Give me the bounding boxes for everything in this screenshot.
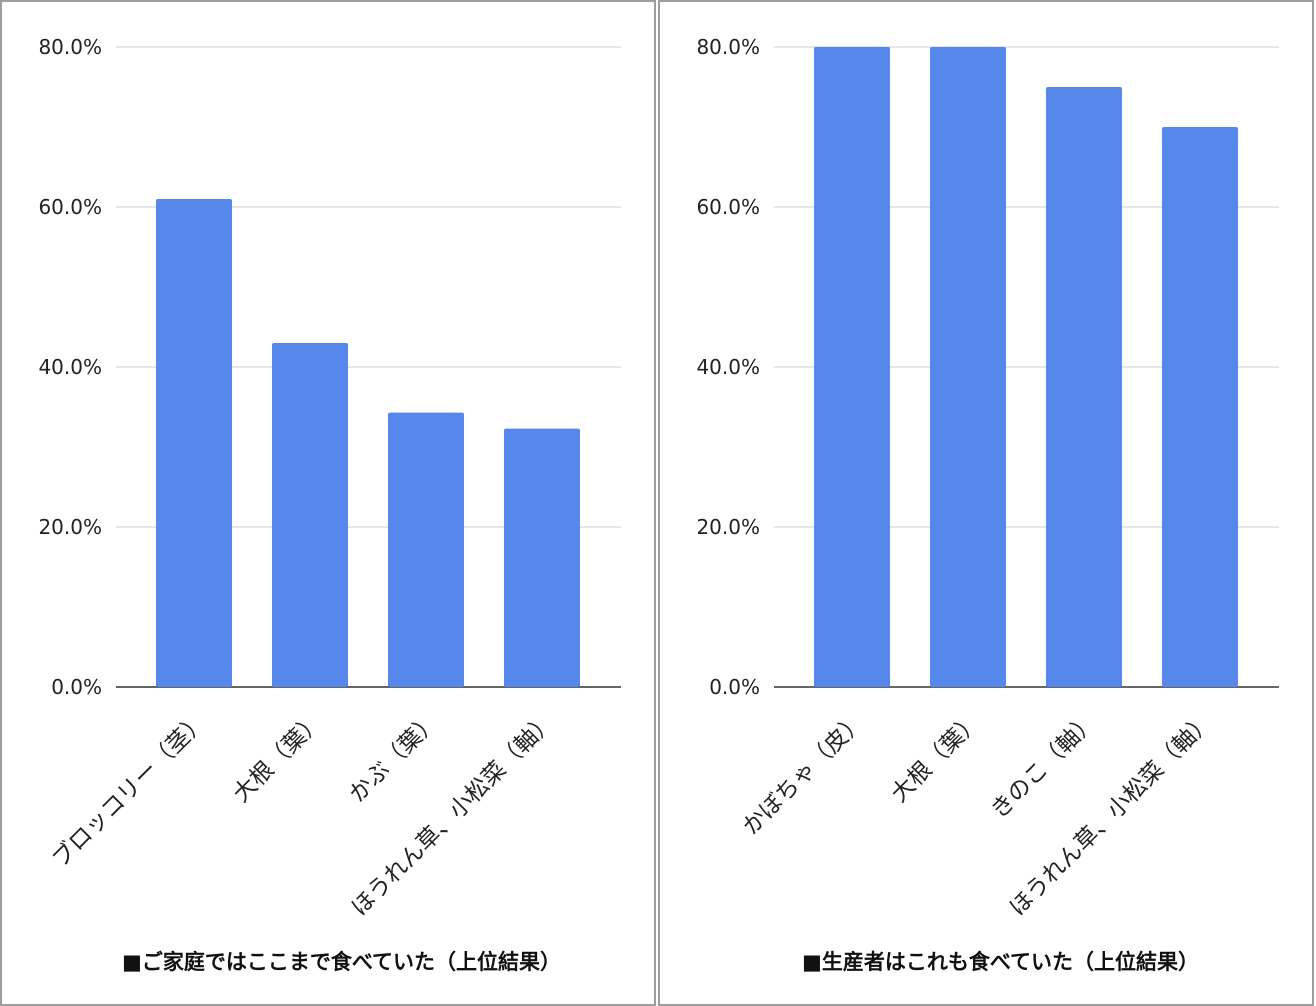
chart-panel-left: 0.0% 20.0% 40.0% 60.0% 80.0% ブロッコリー（茎） 大根（葉） かぶ… [0, 0, 656, 1006]
bar [814, 47, 890, 687]
x-category-label: きのこ（軸） [986, 708, 1102, 824]
chart-panel-right: 0.0% 20.0% 40.0% 60.0% 80.0% かぼちゃ（皮） 大根（葉） きのこ（… [658, 0, 1314, 1006]
bar [272, 343, 348, 687]
chart-title: ■ご家庭ではここまで食べていた（上位結果） [122, 950, 561, 974]
bar-chart-producer: 0.0% 20.0% 40.0% 60.0% 80.0% かぼちゃ（皮） 大根（葉） きのこ（… [696, 35, 1279, 974]
bar [156, 199, 232, 687]
bar [930, 47, 1006, 687]
chart-title: ■生産者はこれも食べていた（上位結果） [802, 950, 1199, 974]
x-category-label: かぶ（葉） [345, 708, 445, 808]
y-tick-label: 40.0% [38, 355, 102, 379]
x-category-label: 大根（葉） [229, 708, 329, 808]
y-tick-label: 80.0% [696, 35, 760, 59]
y-tick-label: 20.0% [696, 515, 760, 539]
y-tick-label: 0.0% [51, 675, 102, 699]
bar [388, 412, 464, 687]
y-tick-label: 40.0% [696, 355, 760, 379]
bar [504, 428, 580, 687]
x-category-label: ブロッコリー（茎） [47, 708, 212, 873]
bar [1046, 87, 1122, 687]
x-category-label: ほうれん草、小松菜（軸） [347, 708, 561, 922]
bar [1162, 127, 1238, 687]
x-category-label: 大根（葉） [887, 708, 987, 808]
y-tick-label: 0.0% [709, 675, 760, 699]
y-tick-label: 60.0% [38, 195, 102, 219]
x-category-label: ほうれん草、小松菜（軸） [1005, 708, 1219, 922]
bar-chart-household: 0.0% 20.0% 40.0% 60.0% 80.0% ブロッコリー（茎） 大根（葉） かぶ… [38, 35, 621, 974]
y-tick-label: 80.0% [38, 35, 102, 59]
y-tick-label: 60.0% [696, 195, 760, 219]
x-category-label: かぼちゃ（皮） [738, 708, 870, 840]
y-tick-label: 20.0% [38, 515, 102, 539]
